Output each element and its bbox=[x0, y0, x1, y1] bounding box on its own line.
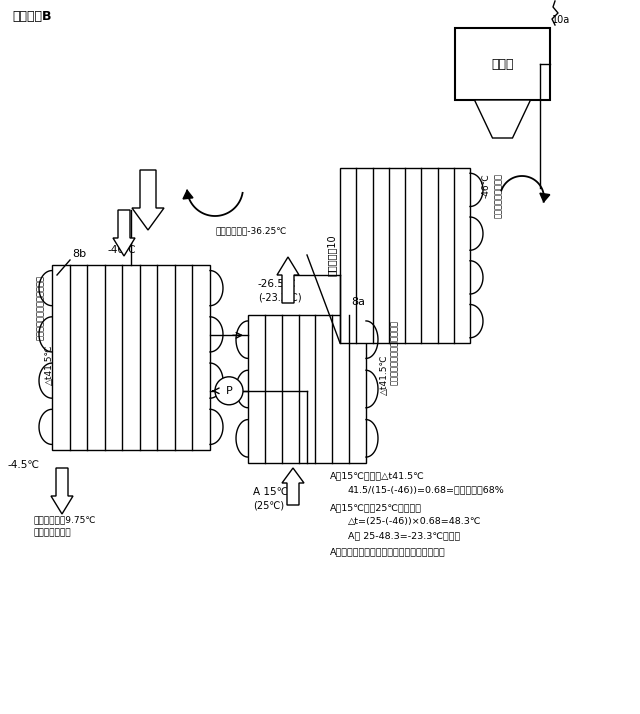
Polygon shape bbox=[132, 170, 164, 230]
Text: -46℃: -46℃ bbox=[481, 173, 490, 198]
Text: △t41.5℃: △t41.5℃ bbox=[45, 345, 54, 386]
Polygon shape bbox=[51, 468, 73, 514]
Polygon shape bbox=[540, 193, 550, 202]
Text: 冷凍機: 冷凍機 bbox=[492, 58, 514, 71]
Text: (-23.3℃): (-23.3℃) bbox=[258, 292, 301, 302]
Text: ブライン温度-36.25℃: ブライン温度-36.25℃ bbox=[215, 226, 286, 235]
Text: ブライン温度9.75℃: ブライン温度9.75℃ bbox=[34, 515, 97, 524]
Polygon shape bbox=[277, 257, 299, 303]
Bar bbox=[455, 28, 550, 100]
Text: P: P bbox=[226, 386, 232, 396]
Text: 冷却凝縮器10: 冷却凝縮器10 bbox=[327, 235, 337, 276]
Text: Aが15℃の場合△t41.5℃: Aが15℃の場合△t41.5℃ bbox=[330, 471, 425, 480]
Text: (25℃): (25℃) bbox=[253, 500, 284, 510]
Polygon shape bbox=[474, 100, 531, 138]
Polygon shape bbox=[183, 191, 193, 199]
Text: △t=(25-(-46))×0.68=48.3℃: △t=(25-(-46))×0.68=48.3℃ bbox=[348, 517, 481, 526]
Text: 10a: 10a bbox=[552, 15, 570, 25]
Bar bbox=[248, 315, 366, 463]
Text: 熱交換器B: 熱交換器B bbox=[12, 10, 51, 23]
Text: △t41.5℃: △t41.5℃ bbox=[380, 355, 388, 396]
Text: -26.5℃: -26.5℃ bbox=[258, 279, 296, 289]
Bar bbox=[52, 265, 210, 450]
Text: -4.5℃: -4.5℃ bbox=[7, 460, 39, 470]
Text: -46℃: -46℃ bbox=[107, 245, 136, 255]
Polygon shape bbox=[282, 468, 304, 505]
Text: 8b: 8b bbox=[72, 249, 86, 259]
Text: Aが15℃から25℃になると: Aが15℃から25℃になると bbox=[330, 503, 422, 512]
Text: 41.5/(15-(-46))=0.68=熱交換効率68%: 41.5/(15-(-46))=0.68=熱交換効率68% bbox=[348, 485, 505, 494]
Polygon shape bbox=[113, 210, 135, 256]
Circle shape bbox=[215, 377, 243, 405]
Text: Aは 25-48.3=-23.3℃になる: Aは 25-48.3=-23.3℃になる bbox=[348, 531, 460, 540]
Text: 低温側（ガスは加熱される）: 低温側（ガスは加熱される） bbox=[35, 275, 45, 340]
Text: A 15℃: A 15℃ bbox=[253, 487, 288, 497]
Text: 8a: 8a bbox=[351, 297, 365, 307]
Text: Aの温度を変えることで温度１を制御できる: Aの温度を変えることで温度１を制御できる bbox=[330, 547, 445, 556]
Text: 高温側（ガスは冷却される）: 高温側（ガスは冷却される） bbox=[390, 320, 399, 385]
Text: ブラインは循環: ブラインは循環 bbox=[34, 528, 72, 537]
Bar bbox=[340, 168, 470, 343]
Text: この温度は一定維持: この温度は一定維持 bbox=[493, 173, 502, 218]
